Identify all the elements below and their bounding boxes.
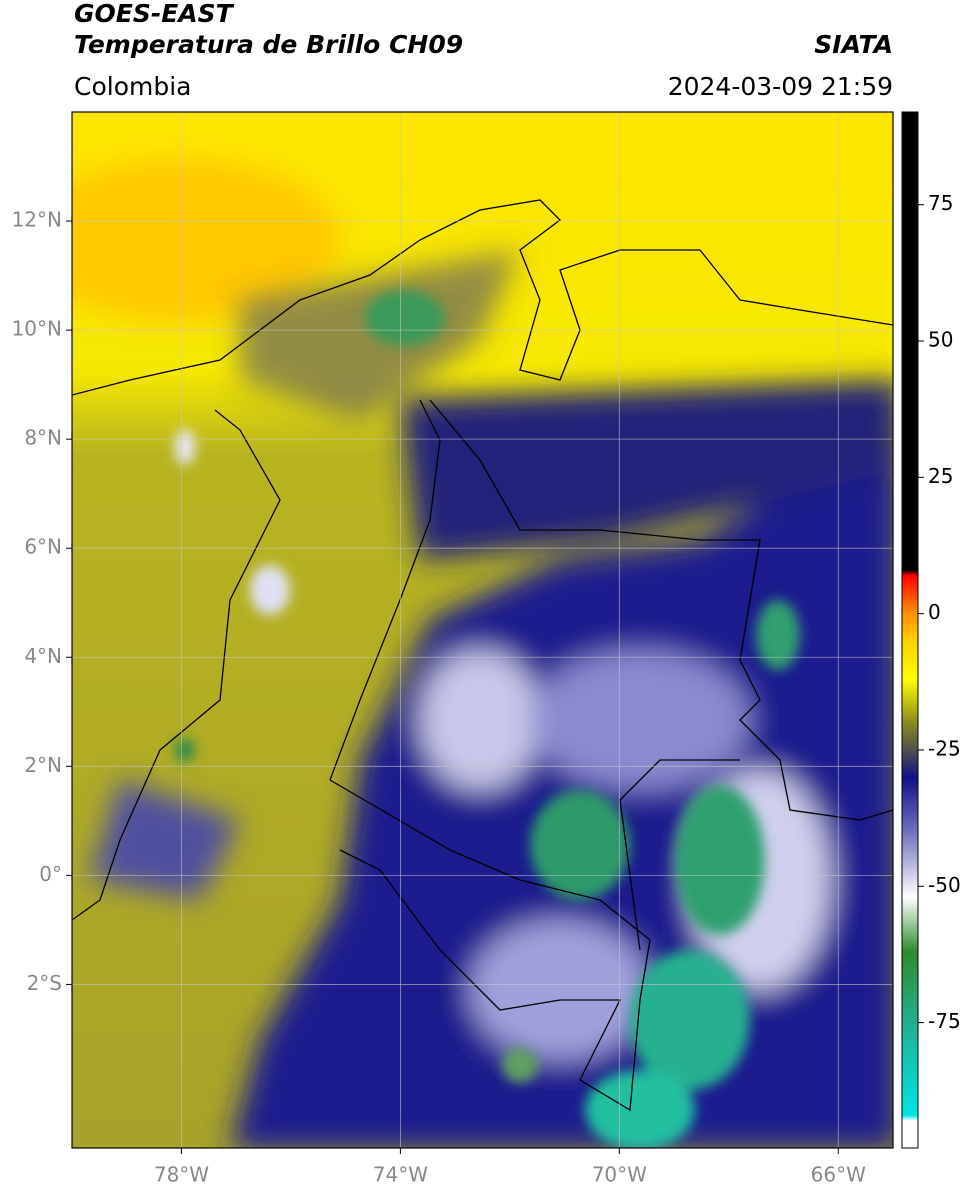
x-tick-label: 66°W — [811, 1163, 866, 1187]
y-tick-label: 4°N — [24, 644, 62, 668]
colorbar-tick-label: 75 — [928, 191, 953, 215]
y-tick-label: 8°N — [24, 426, 62, 450]
y-tick-label: 6°N — [24, 535, 62, 559]
x-tick-label: 78°W — [154, 1163, 209, 1187]
x-tick-label: 74°W — [373, 1163, 428, 1187]
colorbar-tick-label: 50 — [928, 328, 953, 352]
datetime: 2024-03-09 21:59 — [668, 72, 893, 101]
source: SIATA — [814, 30, 893, 59]
y-tick-label: 2°N — [24, 753, 62, 777]
imagery — [72, 112, 893, 1148]
colorbar-tick-label: -50 — [928, 873, 961, 897]
title: GOES-EAST — [74, 0, 235, 28]
colorbar-tick-label: 0 — [928, 600, 941, 624]
colorbar-tick-label: -25 — [928, 736, 961, 760]
colorbar-tick-label: 25 — [928, 464, 953, 488]
region: Colombia — [74, 72, 191, 101]
y-tick-label: 12°N — [12, 208, 62, 232]
grid — [72, 112, 893, 1148]
map-frame — [71, 111, 894, 1149]
colorbar-tick-label: -75 — [928, 1009, 961, 1033]
y-tick-label: 2°S — [27, 971, 62, 995]
y-tick-label: 10°N — [12, 317, 62, 341]
y-tick-label: 0° — [39, 862, 62, 886]
colorbar — [901, 111, 919, 1149]
subtitle: Temperatura de Brillo CH09 — [74, 30, 463, 59]
x-tick-label: 70°W — [592, 1163, 647, 1187]
